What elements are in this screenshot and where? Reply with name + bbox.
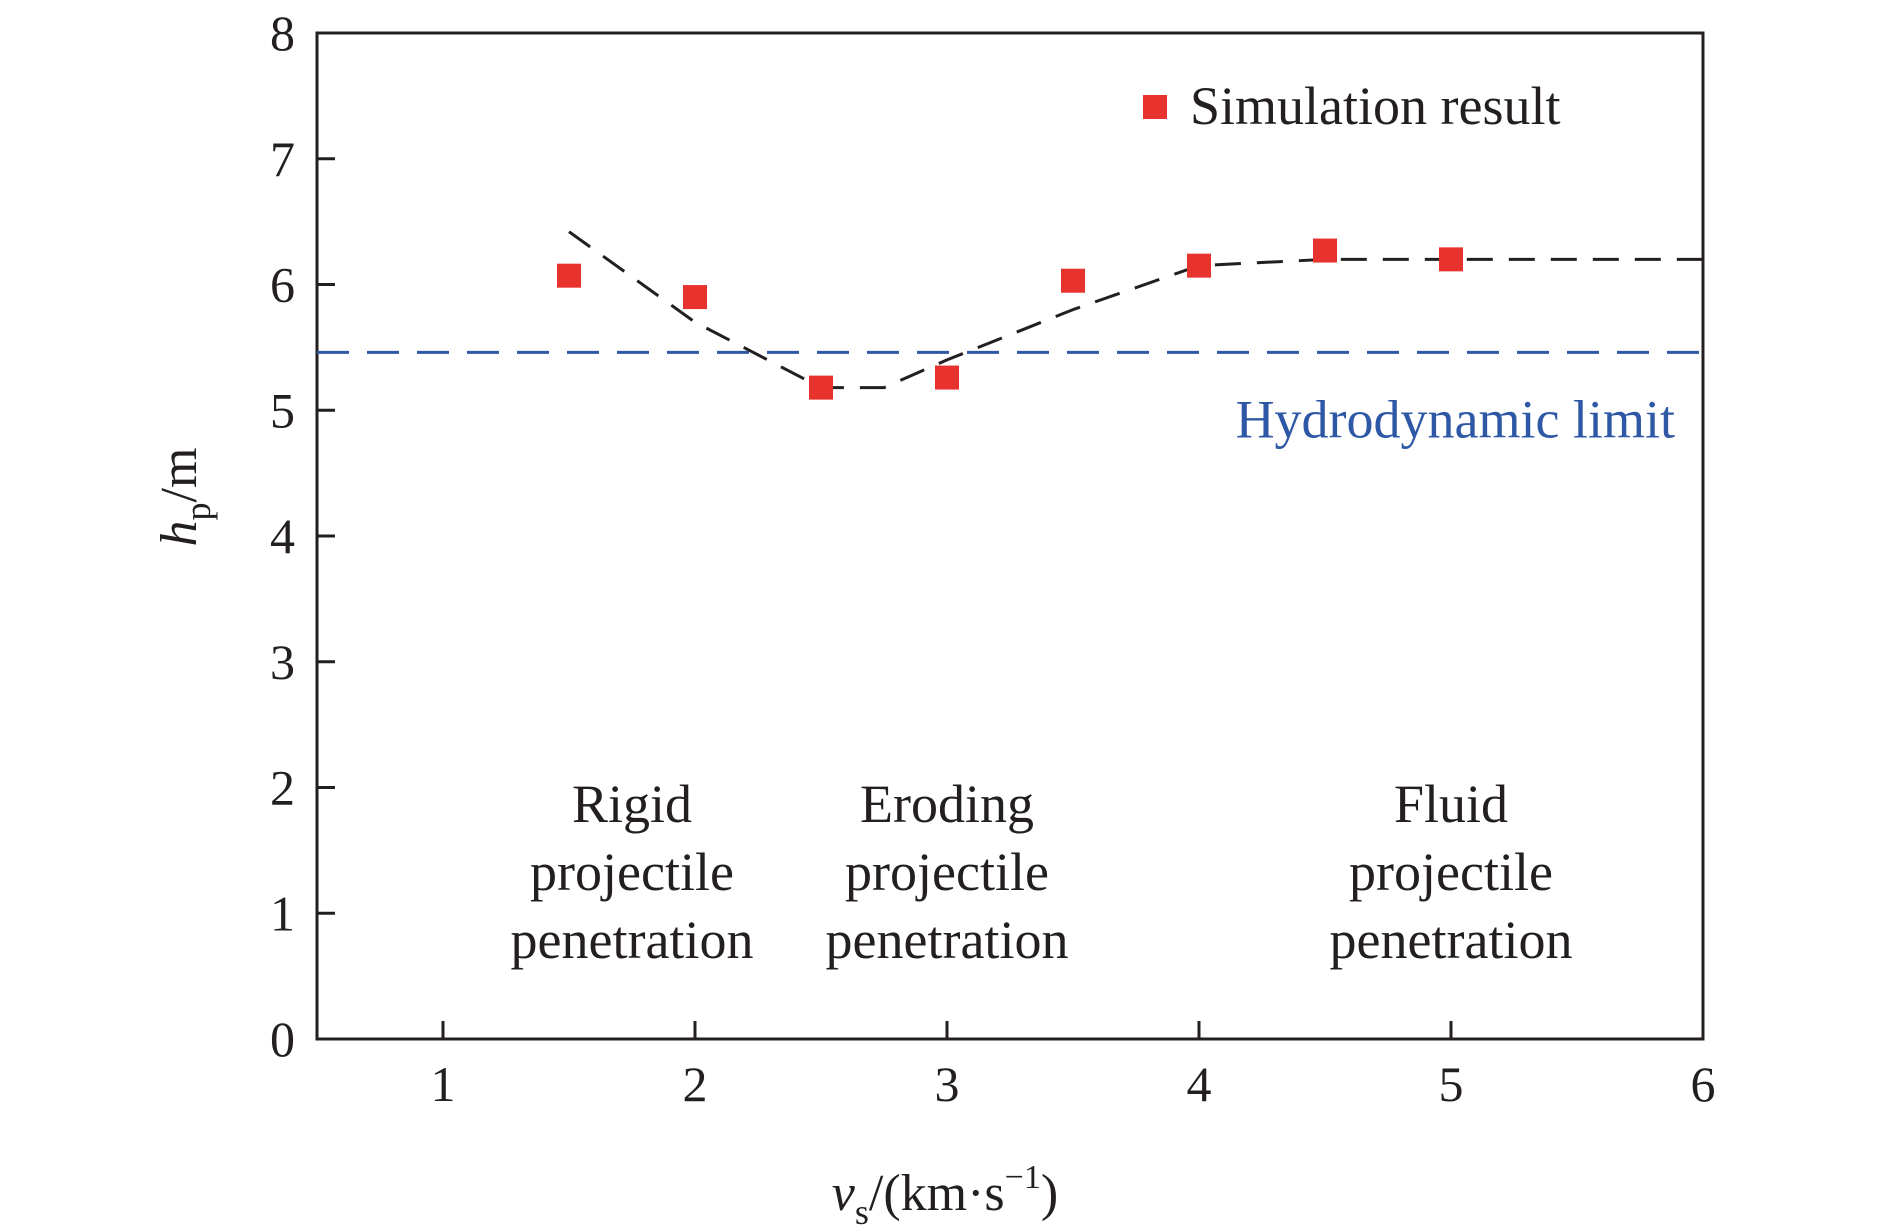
- region-label-line: projectile: [845, 842, 1049, 902]
- y-axis-subscript: p: [178, 502, 218, 520]
- legend: Simulation result: [1143, 76, 1561, 136]
- simulation-points: [557, 238, 1463, 400]
- y-axis-title: hp/m: [151, 448, 218, 547]
- hydrodynamic-limit: Hydrodynamic limit: [317, 350, 1703, 449]
- y-tick-label: 5: [270, 382, 295, 438]
- y-tick-label: 7: [270, 131, 295, 187]
- x-tick-label: 1: [431, 1056, 456, 1112]
- region-label: Fluid projectile penetration: [1330, 774, 1573, 970]
- y-tick-label: 6: [270, 257, 295, 313]
- legend-label: Simulation result: [1190, 76, 1561, 136]
- simulation-point: [1187, 253, 1211, 278]
- hydrodynamic-limit-label: Hydrodynamic limit: [1236, 389, 1675, 449]
- y-tick-label: 1: [270, 885, 295, 941]
- y-tick-label: 2: [270, 760, 295, 816]
- x-tick-label: 4: [1187, 1056, 1212, 1112]
- region-label-line: penetration: [826, 910, 1069, 970]
- simulation-point: [935, 365, 959, 390]
- x-tick-label: 6: [1691, 1056, 1716, 1112]
- trend-line: [568, 230, 1703, 390]
- y-tick-label: 8: [270, 5, 295, 61]
- x-tick-label: 2: [683, 1056, 708, 1112]
- x-axis-unit-exponent: −1: [1005, 1159, 1041, 1196]
- simulation-point: [1439, 247, 1463, 272]
- region-label: Eroding projectile penetration: [826, 774, 1069, 970]
- x-axis-subscript: s: [855, 1192, 869, 1228]
- region-label-line: projectile: [530, 842, 734, 902]
- region-label-line: projectile: [1349, 842, 1553, 902]
- legend-marker: [1143, 95, 1167, 119]
- region-label-line: penetration: [1330, 910, 1573, 970]
- x-axis-unit-close: ): [1041, 1165, 1058, 1222]
- y-tick-label: 0: [270, 1011, 295, 1067]
- x-axis-symbol: v: [832, 1165, 856, 1222]
- y-tick-label: 4: [270, 508, 295, 564]
- x-axis-unit: /(km·s: [869, 1165, 1005, 1222]
- simulation-point: [1061, 268, 1085, 293]
- simulation-point: [1313, 238, 1337, 263]
- y-axis: 0 1 2 3 4 5 6 7 8: [270, 5, 335, 1067]
- region-label-line: Fluid: [1394, 774, 1508, 834]
- simulation-point: [683, 285, 707, 310]
- simulation-point: [809, 375, 833, 400]
- y-tick-label: 3: [270, 634, 295, 690]
- x-tick-label: 3: [935, 1056, 960, 1112]
- x-axis-title: vs/(km·s−1): [832, 1159, 1058, 1228]
- trend-line-path: [568, 230, 1703, 390]
- simulation-point: [557, 263, 581, 288]
- region-label: Rigid projectile penetration: [511, 774, 754, 970]
- region-label-line: Rigid: [572, 774, 692, 834]
- region-label-line: Eroding: [860, 774, 1034, 834]
- region-labels: Rigid projectile penetration Eroding project…: [511, 774, 1573, 970]
- y-axis-unit: /m: [151, 448, 208, 503]
- x-tick-label: 5: [1439, 1056, 1464, 1112]
- y-axis-symbol: h: [151, 520, 208, 546]
- region-label-line: penetration: [511, 910, 754, 970]
- x-axis: 1 2 3 4 5 6: [431, 1021, 1716, 1112]
